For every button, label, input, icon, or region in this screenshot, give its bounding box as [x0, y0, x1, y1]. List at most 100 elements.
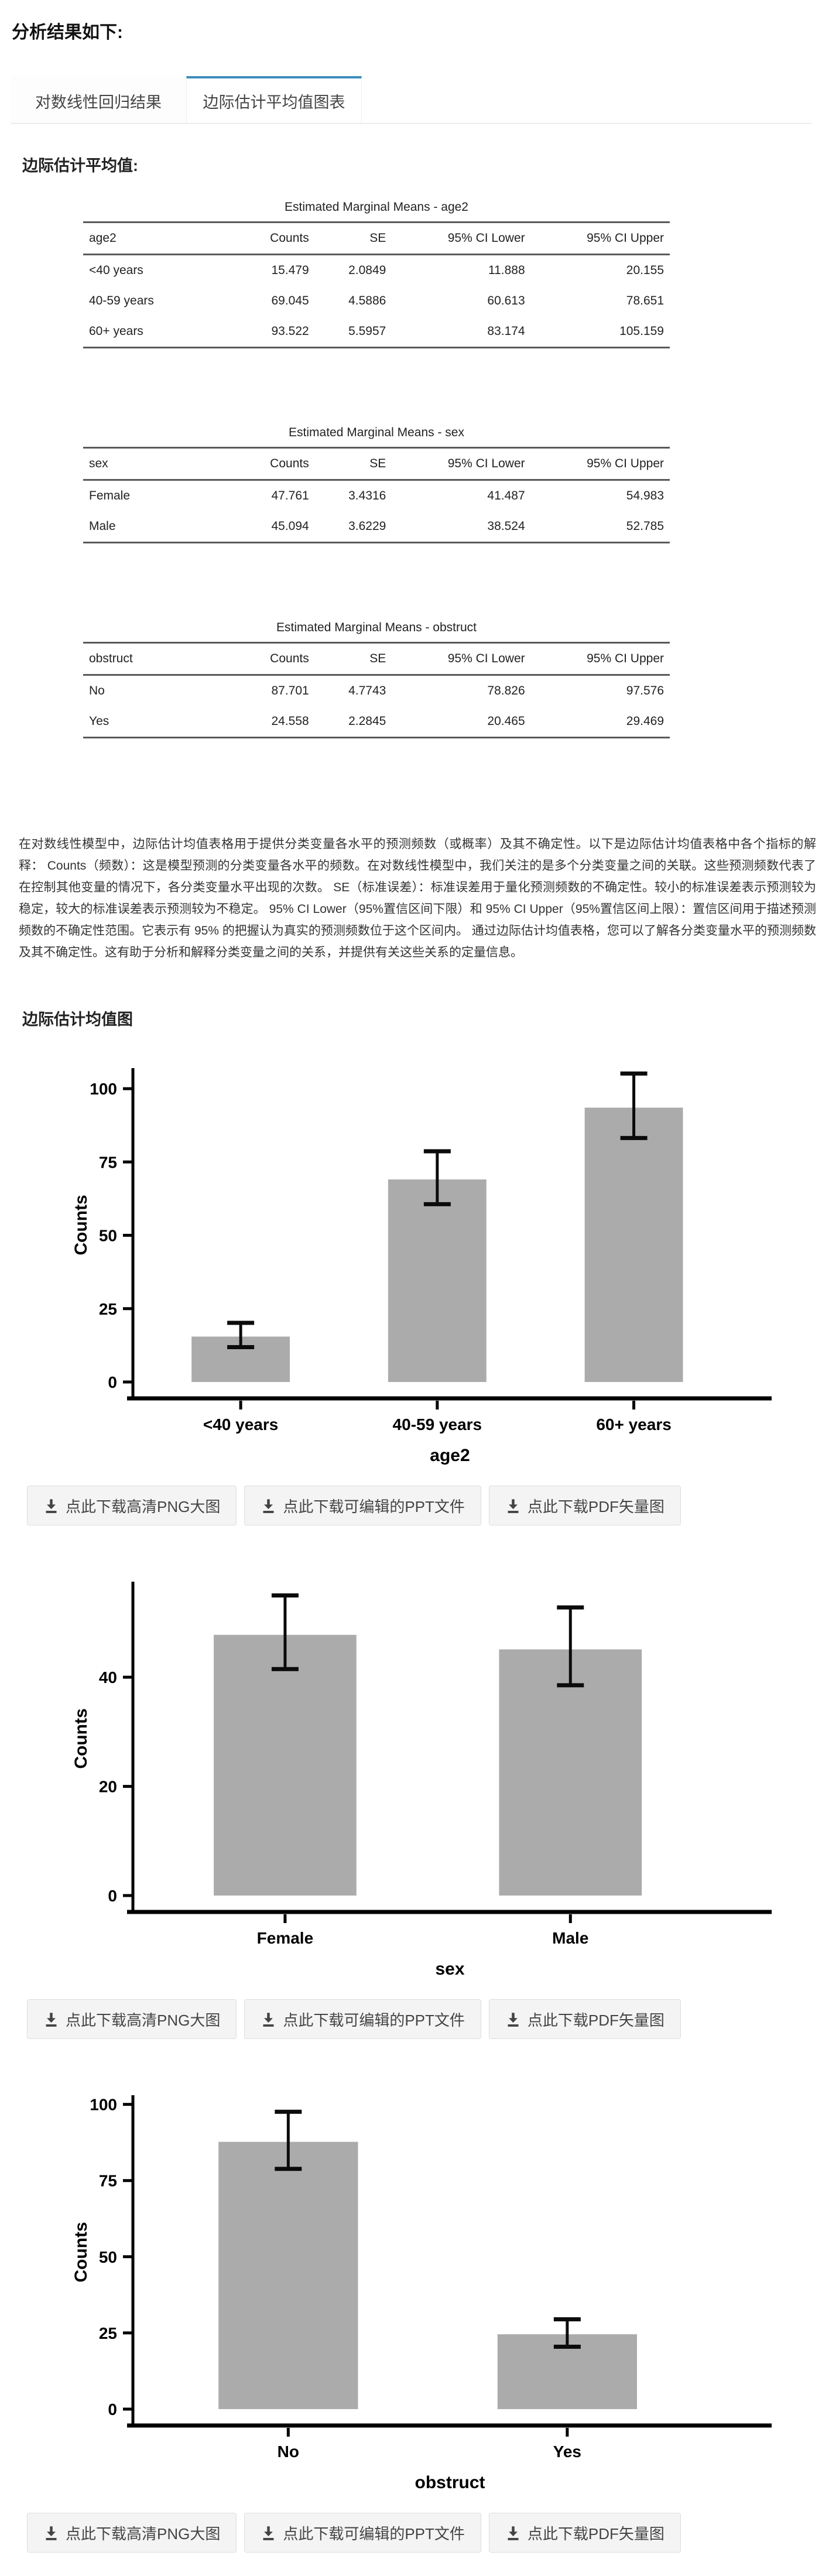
x-axis-title: sex — [435, 1959, 464, 1979]
charts-heading: 边际估计均值图 — [22, 1011, 133, 1028]
download-icon — [508, 2526, 519, 2540]
x-tick-label: No — [278, 2442, 299, 2461]
column-header: 95% CI Upper — [587, 652, 664, 665]
table-cell: 2.0849 — [348, 264, 386, 277]
table-cell: 87.701 — [271, 684, 309, 697]
download-icon — [263, 2526, 274, 2540]
table-cell: Yes — [89, 714, 109, 728]
table-title: Estimated Marginal Means - sex — [289, 426, 464, 439]
table-row: 60+ years 93.522 5.5957 83.174 105.159 — [83, 316, 670, 348]
download-png-button[interactable]: 点此下载高清PNG大图 — [27, 1999, 237, 2039]
chart-download-toolbar: 点此下载高清PNG大图 点此下载可编辑的PPT文件 点此下载PDF矢量图 — [27, 1486, 808, 1525]
table-cell: Female — [89, 489, 131, 502]
download-icon — [508, 2012, 519, 2027]
column-header: age2 — [89, 231, 117, 245]
table-cell: 24.558 — [271, 714, 309, 728]
table-row: Female 47.761 3.4316 41.487 54.983 — [83, 480, 670, 512]
table-row: <40 years 15.479 2.0849 11.888 20.155 — [83, 255, 670, 286]
table-cell: 54.983 — [626, 489, 664, 502]
y-tick-label: 0 — [108, 1373, 117, 1391]
results-tab-bar: 对数线性回归结果 边际估计平均值图表 — [11, 76, 811, 124]
download-icon — [508, 1499, 519, 1513]
y-tick-label: 75 — [99, 1153, 117, 1171]
column-header: Counts — [270, 457, 309, 470]
download-icon — [263, 1499, 274, 1513]
table-cell: 105.159 — [619, 324, 664, 338]
download-button-label: 点此下载PDF矢量图 — [527, 2524, 665, 2543]
table-cell: 29.469 — [626, 714, 664, 728]
y-axis-title: Counts — [71, 2222, 91, 2282]
x-tick-label: 60+ years — [596, 1415, 671, 1434]
column-header: obstruct — [89, 652, 133, 665]
emm-tables: Estimated Marginal Means - age2 age2 Count… — [14, 200, 808, 738]
download-button-label: 点此下载PDF矢量图 — [527, 2011, 665, 2029]
bar — [218, 2141, 358, 2409]
table-row: Male 45.094 3.6229 38.524 52.785 — [83, 511, 670, 543]
page-title: 分析结果如下: — [12, 23, 123, 42]
table-cell: 5.5957 — [348, 324, 386, 338]
table-title: Estimated Marginal Means - obstruct — [276, 621, 477, 634]
download-icon — [263, 2012, 274, 2027]
bar-chart-obstruct: 0 25 50 75 100 No Yes obstruct Counts — [71, 2095, 772, 2492]
column-header: Counts — [270, 652, 309, 665]
download-png-button[interactable]: 点此下载高清PNG大图 — [27, 2513, 237, 2553]
y-axis-title: Counts — [71, 1708, 91, 1768]
tab-loglinear-results[interactable]: 对数线性回归结果 — [11, 76, 186, 123]
download-button-label: 点此下载高清PNG大图 — [66, 2011, 221, 2029]
emm-table-sex: Estimated Marginal Means - sex sex Counts S… — [83, 426, 670, 543]
table-cell: 4.7743 — [348, 684, 386, 697]
table-cell: No — [89, 684, 105, 697]
y-tick-label: 0 — [108, 2400, 117, 2418]
column-header: Counts — [270, 231, 309, 245]
column-header: sex — [89, 457, 108, 470]
column-header: SE — [369, 457, 386, 470]
y-tick-label: 75 — [99, 2172, 117, 2190]
download-button-label: 点此下载高清PNG大图 — [66, 2524, 221, 2543]
emm-results-table: age2 Counts SE 95% CI Lower 95% CI Upper <40 … — [83, 221, 670, 348]
chart-download-toolbar: 点此下载高清PNG大图 点此下载可编辑的PPT文件 点此下载PDF矢量图 — [27, 1999, 808, 2039]
x-tick-label: 40-59 years — [393, 1415, 482, 1434]
x-tick-label: <40 years — [203, 1415, 278, 1434]
y-tick-label: 50 — [99, 2248, 117, 2266]
column-header: 95% CI Upper — [587, 231, 664, 245]
column-header: SE — [369, 231, 386, 245]
y-tick-label: 25 — [99, 2324, 117, 2342]
bar — [584, 1107, 683, 1382]
table-cell: 97.576 — [626, 684, 664, 697]
download-button-label: 点此下载高清PNG大图 — [66, 1497, 221, 1516]
table-cell: 20.465 — [487, 714, 525, 728]
table-cell: 60.613 — [487, 294, 525, 307]
emm-heading: 边际估计平均值: — [22, 157, 138, 175]
y-tick-label: 40 — [99, 1668, 117, 1686]
download-button-label: 点此下载可编辑的PPT文件 — [283, 2524, 465, 2543]
download-button-label: 点此下载PDF矢量图 — [527, 1497, 665, 1516]
table-row: Yes 24.558 2.2845 20.465 29.469 — [83, 706, 670, 738]
table-row: 40-59 years 69.045 4.5886 60.613 78.651 — [83, 286, 670, 316]
table-cell: 38.524 — [487, 519, 525, 533]
download-ppt-button[interactable]: 点此下载可编辑的PPT文件 — [244, 1999, 481, 2039]
table-cell: 40-59 years — [89, 294, 154, 307]
y-tick-label: 100 — [90, 1080, 117, 1098]
x-tick-label: Yes — [553, 2442, 581, 2461]
tab-panel-emm: 边际估计平均值: Estimated Marginal Means - age2… — [11, 124, 816, 2553]
table-cell: 41.487 — [487, 489, 525, 502]
emm-chart-obstruct: 0 25 50 75 100 No Yes obstruct Counts — [30, 2087, 808, 2505]
table-cell: 2.2845 — [348, 714, 386, 728]
download-button-label: 点此下载可编辑的PPT文件 — [283, 2011, 465, 2029]
emm-table-age2: Estimated Marginal Means - age2 age2 Count… — [83, 200, 670, 348]
download-pdf-button[interactable]: 点此下载PDF矢量图 — [488, 2513, 681, 2553]
table-cell: 69.045 — [271, 294, 309, 307]
y-tick-label: 25 — [99, 1300, 117, 1318]
download-pdf-button[interactable]: 点此下载PDF矢量图 — [488, 1486, 681, 1525]
tab-emm-charts[interactable]: 边际估计平均值图表 — [186, 76, 362, 123]
table-cell: 78.826 — [487, 684, 525, 697]
emm-results-table: obstruct Counts SE 95% CI Lower 95% CI Upper… — [83, 642, 670, 738]
download-pdf-button[interactable]: 点此下载PDF矢量图 — [488, 1999, 681, 2039]
table-cell: 78.651 — [626, 294, 664, 307]
table-title: Estimated Marginal Means - age2 — [285, 200, 468, 214]
emm-chart-age2: 0 25 50 75 100 <40 years 40-59 years 60+ years a… — [30, 1060, 808, 1477]
download-ppt-button[interactable]: 点此下载可编辑的PPT文件 — [244, 2513, 481, 2553]
download-ppt-button[interactable]: 点此下载可编辑的PPT文件 — [244, 1486, 481, 1525]
download-png-button[interactable]: 点此下载高清PNG大图 — [27, 1486, 237, 1525]
